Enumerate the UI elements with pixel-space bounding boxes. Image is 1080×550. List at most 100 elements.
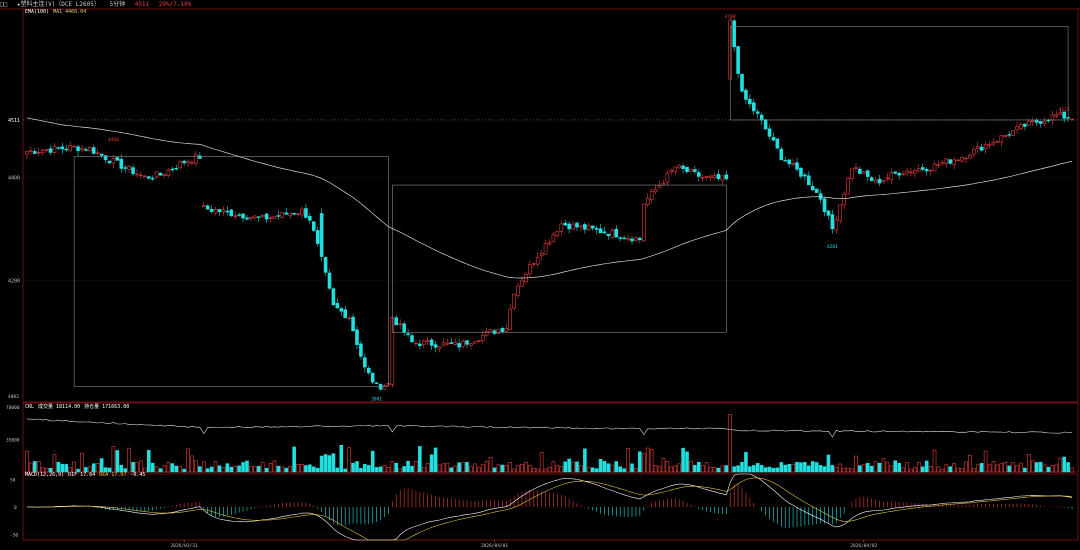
candle-body (531, 263, 536, 265)
volume-bar (343, 468, 347, 473)
candle-body (80, 147, 84, 151)
candle-body (940, 162, 945, 165)
candle-body (256, 216, 261, 218)
candle-body (846, 177, 850, 195)
volume-bar (531, 468, 536, 473)
volume-bar (830, 465, 835, 473)
candle-body (425, 340, 430, 342)
candle-body (480, 334, 485, 342)
volume-bar (807, 465, 811, 473)
candle-body (241, 213, 245, 219)
volume-bar (641, 453, 646, 473)
candle-body (406, 333, 410, 336)
volume-bar (979, 463, 984, 473)
volume-bar (960, 468, 964, 473)
candle-body (158, 172, 163, 176)
candle-body (453, 341, 458, 345)
volume-bar (253, 466, 257, 473)
volume-bar (704, 462, 709, 473)
window-icon[interactable]: □□ (0, 1, 8, 8)
candle-body (787, 159, 791, 165)
candle-body (319, 213, 324, 257)
price-axis-tick: 4400 (8, 175, 20, 181)
volume-bar (913, 467, 917, 473)
macd-axis-tick: 50 (10, 478, 16, 484)
macd-indicator-label[interactable]: MACD(12,26,9) DIF 17.64 DEA 17.97 -0.45 (25, 472, 149, 479)
volume-bar (245, 460, 249, 473)
candle-body (854, 167, 858, 169)
volume-bar (453, 465, 458, 473)
volume-bar (752, 465, 756, 473)
candle-body (842, 193, 846, 206)
volume-bar (814, 462, 819, 473)
candle-body (272, 216, 277, 220)
candle-body (724, 174, 729, 180)
candle-body (198, 155, 202, 159)
candle-body (64, 148, 69, 151)
candle-body (653, 189, 658, 193)
candle-body (697, 172, 701, 177)
volume-bar (645, 447, 650, 473)
volume-bar (520, 463, 524, 473)
volume-bar (968, 454, 972, 473)
candle-body (174, 167, 179, 170)
candle-body (194, 154, 198, 164)
candle-body (920, 167, 925, 170)
volume-bar (524, 462, 528, 473)
candle-body (799, 167, 803, 177)
range-box-2 (392, 184, 727, 333)
candle-body (253, 215, 257, 218)
price-pane-border (22, 8, 1079, 403)
candle-body (95, 152, 100, 154)
candle-body (457, 343, 461, 348)
candle-body (162, 174, 167, 176)
volume-bar (166, 461, 171, 473)
candle-body (873, 179, 878, 183)
candle-body (445, 342, 450, 345)
interval-selector[interactable]: 5分钟 (109, 1, 126, 8)
volume-bar (449, 467, 454, 473)
candle-body (25, 151, 29, 155)
main-indicator-label[interactable]: EMA(100) MA1 4460.04 (25, 9, 90, 16)
volume-bar (154, 466, 159, 473)
volume-bar (736, 465, 740, 473)
candle-body (704, 175, 709, 178)
volume-pane-border (22, 402, 1079, 473)
candle-body (681, 165, 685, 169)
volume-bar (256, 465, 261, 473)
volume-bar (689, 460, 693, 473)
candle-body (182, 160, 186, 164)
volume-bar (547, 467, 552, 473)
candle-body (881, 179, 886, 182)
volume-bar (842, 467, 846, 473)
dea-value: DEA 17.97 (99, 472, 127, 478)
volume-bar (174, 465, 179, 473)
candle-body (987, 144, 992, 146)
candle-body (575, 222, 579, 228)
volume-bar (512, 468, 516, 473)
candle-body (36, 151, 41, 154)
volume-bar (311, 466, 316, 473)
volume-bar (72, 461, 76, 473)
volume-bar (441, 463, 446, 473)
candle-body (972, 148, 976, 155)
volume-bar (260, 462, 265, 473)
candle-body (146, 176, 151, 179)
candle-body (429, 339, 434, 346)
candle-body (665, 172, 670, 183)
contract-name[interactable]: ★塑料主连(V)（DCE L2605） (16, 1, 100, 8)
volume-bar (465, 462, 469, 473)
volume-bar (810, 461, 815, 473)
volume-bar (249, 465, 253, 473)
volume-bar (846, 467, 850, 473)
candle-body (40, 150, 45, 154)
volume-bar (665, 461, 670, 473)
volume-indicator-label[interactable]: CRL 成交量 18114.00 持仓量 171663.00 (25, 404, 133, 411)
volume-bar (80, 452, 84, 473)
candle-body (60, 146, 65, 150)
volume-bar (410, 465, 414, 473)
candle-body (52, 146, 57, 153)
volume-bar (779, 462, 784, 473)
volume-bar (1054, 464, 1059, 473)
